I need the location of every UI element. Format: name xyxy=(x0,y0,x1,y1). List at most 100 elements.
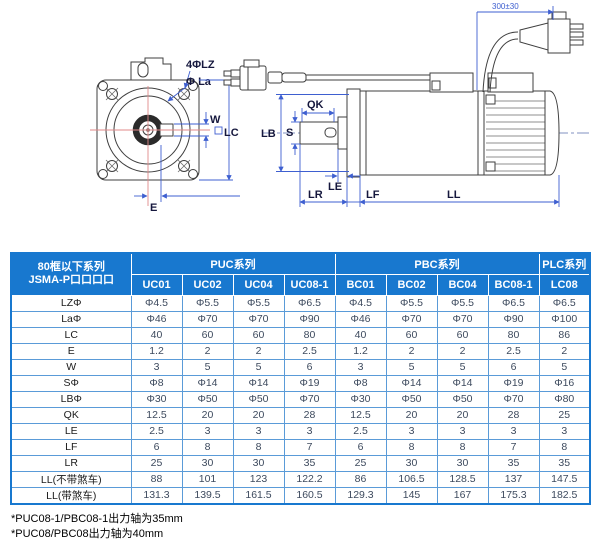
dim-label-e: E xyxy=(150,202,157,214)
spec-cell: 5 xyxy=(538,358,591,376)
model-header: LC08 xyxy=(538,273,591,296)
spec-cell: 2 xyxy=(538,342,591,360)
series-header: PUC系列 xyxy=(130,252,336,275)
dim-label-qk: QK xyxy=(307,99,324,111)
series-header: PLC系列 xyxy=(538,252,591,275)
spec-cell: Φ16 xyxy=(538,374,591,392)
dim-label-le: LE xyxy=(328,181,342,193)
spec-cell: 30 xyxy=(385,454,438,472)
spec-cell: 2.5 xyxy=(487,342,540,360)
spec-cell: 20 xyxy=(181,406,234,424)
dim-label-lb: LB xyxy=(261,128,276,140)
spec-cell: Φ90 xyxy=(487,310,540,328)
spec-cell: Φ70 xyxy=(181,310,234,328)
spec-cell: 8 xyxy=(181,438,234,456)
spec-cell: Φ19 xyxy=(487,374,540,392)
spec-cell: Φ5.5 xyxy=(181,294,234,312)
table-row: LBΦ Φ30 Φ50 Φ50 Φ70 Φ30 Φ50 Φ50 Φ70 Φ80 xyxy=(10,390,591,408)
spec-cell: 3 xyxy=(283,422,336,440)
spec-cell: 2.5 xyxy=(130,422,183,440)
spec-cell: Φ4.5 xyxy=(334,294,387,312)
spec-cell: 101 xyxy=(181,470,234,488)
dim-label-cable-length: 300±30 xyxy=(492,2,519,11)
spec-cell: 30 xyxy=(181,454,234,472)
row-label: LE xyxy=(10,422,132,440)
spec-cell: Φ30 xyxy=(334,390,387,408)
spec-cell: 147.5 xyxy=(538,470,591,488)
spec-cell: 35 xyxy=(538,454,591,472)
spec-cell: 175.3 xyxy=(487,486,540,504)
spec-cell: 2 xyxy=(385,342,438,360)
spec-cell: 2 xyxy=(232,342,285,360)
spec-cell: 8 xyxy=(538,438,591,456)
spec-cell: 6 xyxy=(334,438,387,456)
spec-cell: Φ70 xyxy=(232,310,285,328)
spec-cell: Φ14 xyxy=(436,374,489,392)
model-header: UC04 xyxy=(232,273,285,296)
spec-cell: Φ90 xyxy=(283,310,336,328)
spec-cell: 2.5 xyxy=(334,422,387,440)
row-label: LaΦ xyxy=(10,310,132,328)
table-row: QK 12.5 20 20 28 12.5 20 20 28 25 xyxy=(10,406,591,424)
spec-cell: 40 xyxy=(334,326,387,344)
footnotes: *PUC08-1/PBC08-1出力轴为35mm *PUC08/PBC08出力轴… xyxy=(11,512,183,542)
spec-cell: 6 xyxy=(130,438,183,456)
spec-cell: 20 xyxy=(385,406,438,424)
spec-cell: 80 xyxy=(487,326,540,344)
spec-cell: Φ5.5 xyxy=(232,294,285,312)
spec-cell: 139.5 xyxy=(181,486,234,504)
spec-cell: 60 xyxy=(232,326,285,344)
dim-label-ll: LL xyxy=(447,189,461,201)
table-row: LL(带煞车) 131.3 139.5 161.5 160.5 129.3 145 167 17… xyxy=(10,486,591,504)
footnote-2: *PUC08/PBC08出力轴为40mm xyxy=(11,528,164,540)
spec-cell: Φ50 xyxy=(232,390,285,408)
table-row: LZΦ Φ4.5 Φ5.5 Φ5.5 Φ6.5 Φ4.5 Φ5.5 Φ5.5 Φ6.5 Φ6.5 xyxy=(10,294,591,312)
spec-cell: 167 xyxy=(436,486,489,504)
spec-cell: 1.2 xyxy=(130,342,183,360)
spec-cell: 60 xyxy=(436,326,489,344)
row-label: LC xyxy=(10,326,132,344)
model-header: UC01 xyxy=(130,273,183,296)
spec-cell: 5 xyxy=(385,358,438,376)
table-row: SΦ Φ8 Φ14 Φ14 Φ19 Φ8 Φ14 Φ14 Φ19 Φ16 xyxy=(10,374,591,392)
corner-header-line2: JSMA-P口口口口 xyxy=(28,274,115,287)
spec-cell: 2 xyxy=(181,342,234,360)
spec-cell: 3 xyxy=(232,422,285,440)
spec-cell: Φ8 xyxy=(334,374,387,392)
spec-cell: Φ5.5 xyxy=(385,294,438,312)
spec-cell: 2.5 xyxy=(283,342,336,360)
spec-cell: Φ80 xyxy=(538,390,591,408)
row-label: LR xyxy=(10,454,132,472)
row-label: LBΦ xyxy=(10,390,132,408)
spec-cell: 5 xyxy=(181,358,234,376)
spec-cell: 5 xyxy=(232,358,285,376)
spec-cell: 8 xyxy=(436,438,489,456)
row-label: LF xyxy=(10,438,132,456)
spec-cell: 3 xyxy=(436,422,489,440)
model-header: BC01 xyxy=(334,273,387,296)
spec-cell: 182.5 xyxy=(538,486,591,504)
spec-cell: 3 xyxy=(181,422,234,440)
spec-cell: 6 xyxy=(487,358,540,376)
spec-cell: 6 xyxy=(283,358,336,376)
spec-cell: 131.3 xyxy=(130,486,183,504)
model-header: BC02 xyxy=(385,273,438,296)
series-header: PBC系列 xyxy=(334,252,540,275)
spec-cell: 35 xyxy=(487,454,540,472)
spec-cell: 25 xyxy=(538,406,591,424)
spec-cell: Φ70 xyxy=(385,310,438,328)
dim-label-lc: LC xyxy=(224,127,239,139)
spec-cell: 8 xyxy=(232,438,285,456)
spec-cell: 25 xyxy=(334,454,387,472)
spec-cell: 3 xyxy=(130,358,183,376)
technical-drawing: 4ΦLZ Φ La LC W E xyxy=(90,2,592,214)
spec-cell: Φ4.5 xyxy=(130,294,183,312)
spec-cell: Φ19 xyxy=(283,374,336,392)
dim-label-s: S xyxy=(286,127,293,139)
spec-cell: 106.5 xyxy=(385,470,438,488)
table-row: LL(不带煞车) 88 101 123 122.2 86 106.5 128.5 137 147.… xyxy=(10,470,591,488)
spec-cell: Φ50 xyxy=(181,390,234,408)
spec-cell: 3 xyxy=(487,422,540,440)
spec-cell: 3 xyxy=(385,422,438,440)
